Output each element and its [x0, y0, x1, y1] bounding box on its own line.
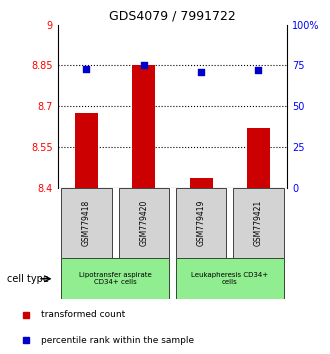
Point — [198, 69, 204, 75]
Point — [84, 66, 89, 72]
Bar — [118, 188, 169, 258]
Text: cell type: cell type — [7, 274, 49, 284]
Bar — [132, 65, 155, 188]
Text: GSM779418: GSM779418 — [82, 200, 91, 246]
Bar — [190, 178, 213, 188]
Text: transformed count: transformed count — [41, 310, 125, 319]
Text: GSM779420: GSM779420 — [139, 200, 148, 246]
Bar — [176, 258, 284, 299]
Text: Leukapheresis CD34+
cells: Leukapheresis CD34+ cells — [191, 272, 268, 285]
Bar — [75, 113, 98, 188]
Bar — [233, 188, 284, 258]
Text: percentile rank within the sample: percentile rank within the sample — [41, 336, 194, 345]
Point — [256, 67, 261, 72]
Point — [141, 62, 147, 68]
Bar — [247, 128, 270, 188]
Text: GSM779419: GSM779419 — [197, 200, 206, 246]
Text: GSM779421: GSM779421 — [254, 200, 263, 246]
Title: GDS4079 / 7991722: GDS4079 / 7991722 — [109, 9, 236, 22]
Bar — [61, 188, 112, 258]
Text: Lipotransfer aspirate
CD34+ cells: Lipotransfer aspirate CD34+ cells — [79, 272, 151, 285]
Bar — [176, 188, 226, 258]
Bar — [61, 258, 169, 299]
